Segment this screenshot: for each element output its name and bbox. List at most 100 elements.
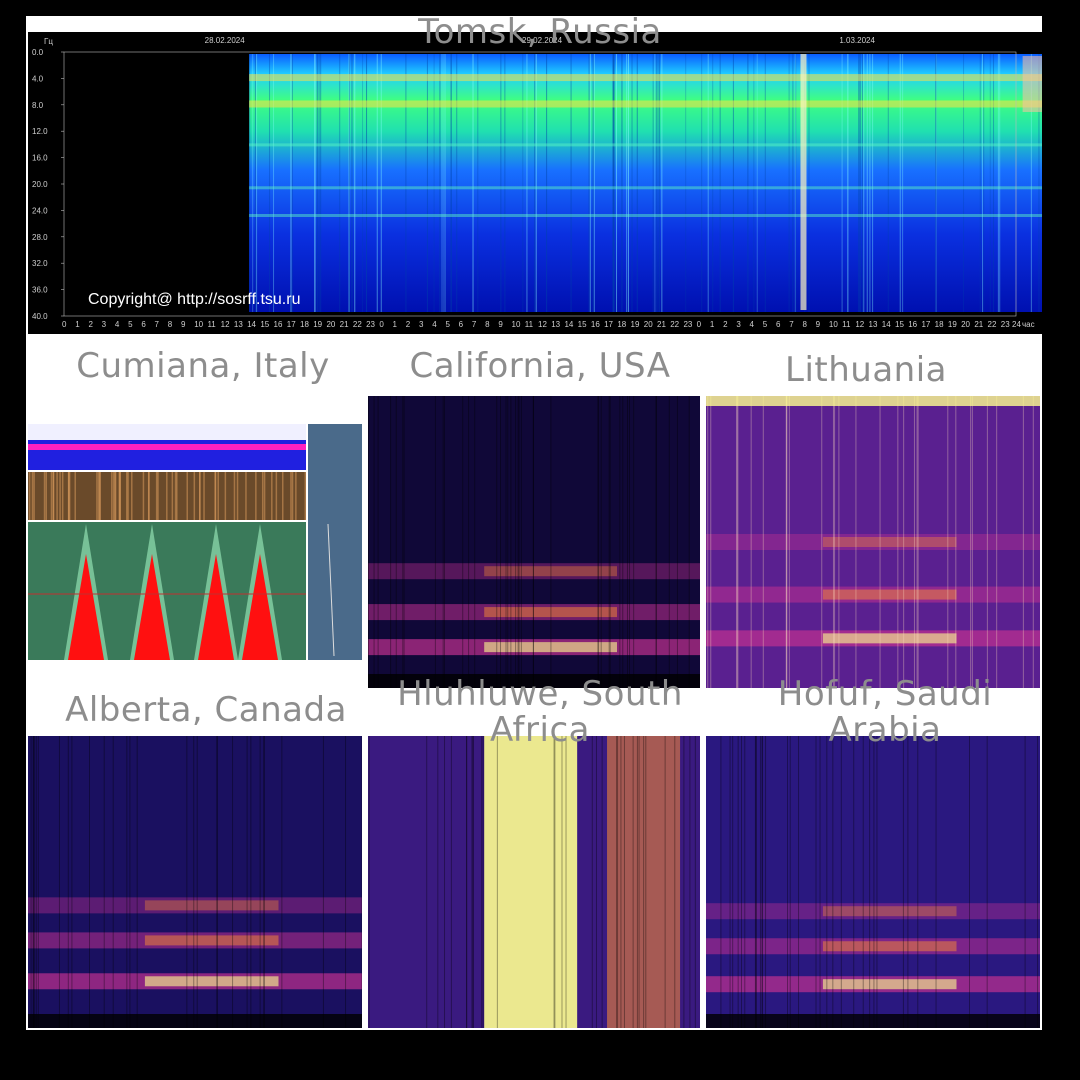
- heatmap-band: [706, 586, 1040, 603]
- heatmap-streak: [37, 736, 39, 1028]
- heatmap-streak: [907, 736, 909, 1028]
- tomsk-streak: [314, 54, 316, 312]
- tomsk-streak: [269, 54, 271, 312]
- heatmap-streak: [688, 396, 690, 688]
- tomsk-streak: [858, 54, 860, 312]
- x-tick-label: 6: [459, 320, 464, 329]
- x-tick-label: 6: [141, 320, 146, 329]
- heatmap-streak: [259, 736, 261, 1028]
- heatmap-streak: [520, 396, 522, 688]
- heatmap-band: [706, 938, 1040, 955]
- x-tick-label: 19: [313, 320, 322, 329]
- title-hofuf: Hofuf, Saudi Arabia: [777, 674, 993, 750]
- tomsk-streak: [989, 54, 991, 312]
- tomsk-streak: [719, 54, 721, 312]
- heatmap-streak: [468, 396, 470, 688]
- cumiana-strip-streak: [68, 472, 71, 520]
- heatmap-band-core: [484, 607, 617, 618]
- heatmap-streak: [970, 396, 972, 688]
- heatmap-streak: [986, 736, 988, 1028]
- cumiana-strip-streak: [295, 472, 297, 520]
- heatmap-streak: [737, 736, 739, 1028]
- heatmap-streak: [632, 736, 634, 1028]
- tomsk-streak: [701, 54, 703, 312]
- x-tick-label: 22: [670, 320, 679, 329]
- tomsk-streak: [351, 54, 353, 312]
- heatmap-band-core: [484, 566, 617, 577]
- heatmap-streak: [196, 736, 198, 1028]
- heatmap-streak: [638, 736, 640, 1028]
- tomsk-streak: [348, 54, 350, 312]
- cumiana-strip-streak: [74, 472, 76, 520]
- x-tick-label: 13: [869, 320, 878, 329]
- heatmap-streak: [532, 396, 534, 688]
- x-tick-label: 0: [62, 320, 67, 329]
- y-tick-label: 0.0: [32, 48, 44, 57]
- x-tick-label: 14: [882, 320, 891, 329]
- hofuf-spectrogram: [706, 736, 1040, 1028]
- heatmap-band: [706, 534, 1040, 550]
- x-tick-label: 4: [115, 320, 120, 329]
- heatmap-streak: [129, 736, 131, 1028]
- heatmap-streak: [390, 396, 392, 688]
- tomsk-streak: [593, 54, 595, 312]
- cumiana-strip-streak: [166, 472, 168, 520]
- x-tick-label: 23: [1001, 320, 1010, 329]
- tomsk-streak: [316, 54, 318, 312]
- tomsk-streak: [658, 54, 660, 312]
- heatmap-streak: [517, 396, 519, 688]
- cumiana-strip-streak: [233, 472, 236, 520]
- y-tick-label: 16.0: [32, 154, 48, 163]
- cumiana-strip-streak: [127, 472, 129, 520]
- tomsk-streak: [847, 54, 849, 312]
- heatmap-band-core: [484, 642, 617, 653]
- tomsk-streak: [899, 54, 901, 312]
- heatmap-streak: [426, 736, 428, 1028]
- x-tick-label: 23: [683, 320, 692, 329]
- tomsk-streak: [380, 54, 382, 312]
- heatmap-streak: [395, 396, 397, 688]
- cumiana-strip-streak: [271, 472, 273, 520]
- heatmap-streak: [668, 396, 670, 688]
- tomsk-streak: [441, 54, 443, 312]
- heatmap-streak: [916, 396, 918, 688]
- x-tick-label: 10: [512, 320, 521, 329]
- tomsk-streak: [655, 54, 657, 312]
- date-label: 29.02.2024: [522, 36, 563, 45]
- tomsk-spike: [800, 54, 807, 310]
- heatmap-streak: [595, 736, 597, 1028]
- tomsk-streak: [747, 54, 749, 312]
- tomsk-streak: [589, 54, 591, 312]
- heatmap-streak: [553, 736, 555, 1028]
- tomsk-streak: [450, 54, 452, 312]
- heatmap-streak: [819, 736, 821, 1028]
- date-label: 28.02.2024: [205, 36, 246, 45]
- heatmap-streak: [838, 396, 840, 688]
- heatmap-streak: [281, 736, 283, 1028]
- tomsk-streak: [362, 54, 364, 312]
- tomsk-streak: [661, 54, 663, 312]
- tomsk-streak: [612, 54, 614, 312]
- heatmap-streak: [1037, 736, 1039, 1028]
- cumiana-strip-streak: [224, 472, 227, 520]
- x-tick-label: 21: [974, 320, 983, 329]
- heatmap-streak: [609, 396, 611, 688]
- x-tick-label: 10: [194, 320, 203, 329]
- x-tick-label: 11: [525, 320, 534, 329]
- x-tick-label: 0: [697, 320, 702, 329]
- tomsk-streak: [685, 54, 687, 312]
- heatmap-streak: [532, 396, 534, 688]
- heatmap-streak: [322, 736, 324, 1028]
- heatmap-streak: [720, 736, 722, 1028]
- tomsk-streak: [450, 54, 452, 312]
- x-tick-label: 12: [221, 320, 230, 329]
- cumiana-strip-streak: [147, 472, 150, 520]
- heatmap-streak: [732, 736, 734, 1028]
- tomsk-streak: [792, 54, 794, 312]
- heatmap-top-edge: [706, 396, 1040, 406]
- tomsk-streak: [732, 54, 734, 312]
- heatmap-streak: [744, 736, 746, 1028]
- x-tick-label: 23: [366, 320, 375, 329]
- heatmap-streak: [935, 736, 937, 1028]
- cumiana-strip-streak: [155, 472, 158, 520]
